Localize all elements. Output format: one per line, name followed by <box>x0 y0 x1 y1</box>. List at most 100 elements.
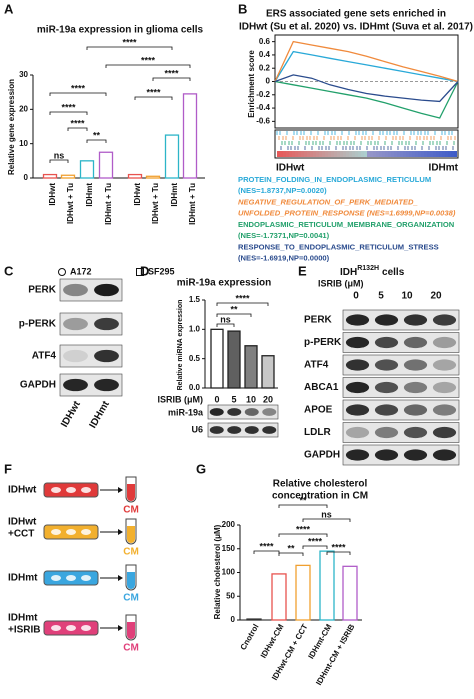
cell <box>66 575 76 581</box>
legend-marker <box>136 268 144 276</box>
bar <box>246 618 262 621</box>
rank-strip <box>280 151 283 157</box>
bar <box>319 550 335 621</box>
cell <box>66 529 76 535</box>
significance-label: **** <box>296 524 311 534</box>
x-end-label: IDHwt <box>276 163 305 174</box>
significance-label: ns <box>220 314 231 324</box>
bar <box>227 330 241 389</box>
title-suffix: cells <box>382 267 405 278</box>
blot-d-background <box>207 422 279 438</box>
group-label: IDHwt <box>8 485 37 496</box>
x-tick-label: IDHwt <box>48 183 57 206</box>
bar <box>271 573 287 621</box>
rank-strip <box>373 151 376 157</box>
blot-e-band <box>403 404 428 416</box>
cell <box>81 625 91 631</box>
blot-e-band <box>345 404 370 416</box>
rank-strip <box>292 151 295 157</box>
y-tick-label: 0 <box>231 615 236 624</box>
blot-e-band <box>403 336 428 349</box>
lane-label: IDHwt <box>59 399 83 430</box>
bar <box>244 345 258 389</box>
x-tick-label: IDHwt + Tu <box>66 183 75 224</box>
significance-label: ns <box>54 150 65 160</box>
rank-strip <box>418 151 421 157</box>
bar <box>98 151 114 179</box>
significance-bracket <box>49 92 107 96</box>
rank-strip <box>451 151 454 157</box>
bar <box>164 134 180 179</box>
y-axis-label: Relative miRNA expression <box>177 300 184 391</box>
significance-bracket <box>67 127 88 131</box>
blot-e-background <box>342 377 460 398</box>
rank-strip <box>388 151 391 157</box>
y-tick-label: 150 <box>222 544 236 553</box>
significance-bracket <box>278 533 328 537</box>
panel-label: A <box>4 1 14 16</box>
bar <box>42 173 58 179</box>
blot-e-band <box>374 404 399 416</box>
y-axis-label: Relative gene expression <box>7 79 16 175</box>
rank-strip <box>364 151 367 157</box>
rank-strip <box>283 151 286 157</box>
bar <box>261 355 275 389</box>
blot-row-label: U6 <box>191 424 203 434</box>
rank-strip <box>445 151 448 157</box>
blot-e-band <box>374 449 399 461</box>
chart-title: ERS associated gene sets enriched in <box>266 9 446 20</box>
rank-strip <box>400 151 403 157</box>
chart-title: IDHwt (Su et al. 2020) vs. IDHmt (Suva e… <box>239 22 473 33</box>
y-tick-label: 1.0 <box>189 324 201 333</box>
x-tick-label: Cnotrol <box>239 623 261 652</box>
blot-e-band <box>345 336 370 349</box>
rank-strip <box>424 151 427 157</box>
chart-title: concentration in CM <box>272 491 368 502</box>
blot-e-band <box>374 381 399 394</box>
bar <box>79 160 95 179</box>
significance-label: **** <box>70 118 85 128</box>
rank-strip <box>304 151 307 157</box>
rank-strip <box>328 151 331 157</box>
rank-strip <box>289 151 292 157</box>
blot-d-band <box>244 426 259 434</box>
title-main: IDH <box>340 267 357 278</box>
blot-e-band <box>403 359 428 371</box>
blot-d-band <box>209 426 224 434</box>
blot-c-band <box>94 378 119 392</box>
panel-label: E <box>298 263 307 278</box>
significance-bracket <box>278 552 304 556</box>
rank-strip <box>343 151 346 157</box>
y-tick-label: -0.2 <box>256 90 270 99</box>
rank-strip <box>355 151 358 157</box>
es-curve <box>274 80 459 119</box>
blot-row-label: ABCA1 <box>304 382 339 393</box>
tube-fill <box>127 526 135 543</box>
lane-label: 10 <box>401 291 413 302</box>
panel-label: C <box>4 263 14 278</box>
rank-strip <box>337 151 340 157</box>
blot-e-band <box>345 314 370 326</box>
significance-label: ** <box>287 543 295 553</box>
blot-e-band <box>403 426 428 439</box>
blot-row-label: GAPDH <box>20 380 56 391</box>
y-tick-label: 0.2 <box>259 63 271 72</box>
significance-bracket <box>278 504 328 508</box>
significance-label: ** <box>93 130 101 140</box>
blot-e-band <box>432 381 457 394</box>
blot-e-band <box>432 314 457 326</box>
blot-row-label: p-PERK <box>19 319 57 330</box>
blot-row-label: PERK <box>28 285 57 296</box>
y-tick-label: 30 <box>19 70 28 79</box>
significance-bracket <box>49 111 88 115</box>
es-curve <box>274 50 459 83</box>
blot-e-band <box>403 381 428 394</box>
y-tick-label: 20 <box>19 104 28 113</box>
significance-label: **** <box>61 102 76 112</box>
significance-label: **** <box>308 536 323 546</box>
rank-strip <box>358 151 361 157</box>
blot-e-band <box>432 404 457 416</box>
blot-e-band <box>374 336 399 349</box>
rank-strip <box>415 151 418 157</box>
blot-e-background <box>342 422 460 443</box>
